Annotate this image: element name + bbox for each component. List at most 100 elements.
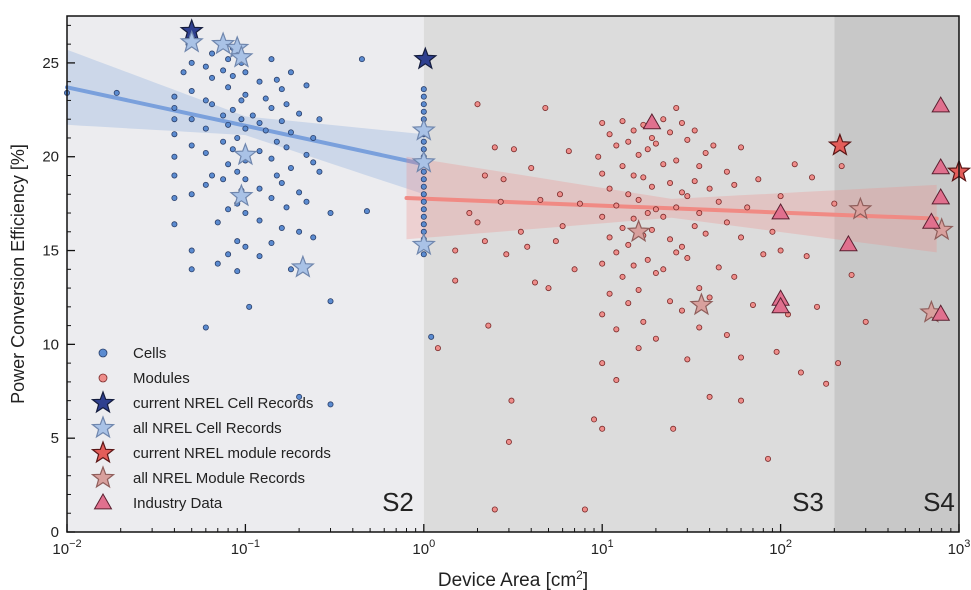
data-point [777,193,784,200]
data-point [98,373,108,383]
data-point [599,260,606,267]
data-point [278,118,285,125]
data-point [225,161,232,168]
data-point [188,191,195,198]
data-point [691,127,698,134]
legend-item: all NREL Module Records [90,465,305,489]
data-point [202,181,209,188]
series-industry-data [642,96,951,321]
data-point [635,151,642,158]
legend-label: Modules [133,370,190,387]
data-point [283,101,290,108]
data-point [648,183,655,190]
data-point [635,345,642,352]
data-point [528,164,535,171]
data-point [667,179,674,186]
data-point [420,206,427,213]
data-point [220,138,227,145]
data-point [202,149,209,156]
data-point [576,200,583,207]
data-point [760,251,767,258]
x-tick-label: 101 [591,538,614,558]
data-point [209,50,216,57]
data-point [491,506,498,513]
plot-frame [66,15,960,533]
data-point [652,335,659,342]
data-point [316,168,323,175]
data-point [452,277,459,284]
data-point [278,86,285,93]
data-point [931,304,951,321]
data-point [673,157,680,164]
y-tick-label: 0 [51,524,59,541]
data-point [660,266,667,273]
data-point [249,112,256,119]
data-point [179,29,204,53]
data-point [667,298,674,305]
data-point [242,125,249,132]
data-point [848,196,873,220]
data-point [625,241,632,248]
data-point [303,198,310,205]
data-point [648,134,655,141]
data-point [310,159,317,166]
axes: 10−2 10−1 100 101 102 103 0 5 10 15 20 25 [42,24,970,558]
data-point [268,240,275,247]
data-point [188,116,195,123]
data-point [599,119,606,126]
data-point [559,223,566,230]
data-point [838,163,845,170]
data-point [702,149,709,156]
data-point [225,56,232,63]
data-point [606,234,613,241]
data-point [485,322,492,329]
data-point [246,303,253,310]
legend-item: Industry Data [93,492,223,512]
data-point [229,44,254,68]
data-point [625,300,632,307]
data-point [171,104,178,111]
y-axis-label: Power Conversion Efficiency [%] [8,144,28,404]
data-point [420,198,427,205]
data-point [225,251,232,258]
data-point [428,333,435,340]
data-point [640,174,647,181]
data-point [831,200,838,207]
data-point [630,215,637,222]
data-point [823,380,830,387]
y-tick-label: 5 [51,430,59,447]
data-point [599,425,606,432]
data-point [327,401,334,408]
data-point [755,176,762,183]
data-point [684,255,691,262]
y-tick-label: 10 [42,336,59,353]
data-point [268,155,275,162]
data-point [93,492,113,510]
data-point [606,185,613,192]
data-point [171,172,178,179]
data-point [931,158,951,175]
data-points [64,18,971,513]
data-point [931,187,951,205]
data-point [188,247,195,254]
regression-fits [65,49,939,253]
data-point [420,93,427,100]
data-point [723,168,730,175]
data-point [171,221,178,228]
data-point [209,74,216,81]
data-point [678,189,685,196]
data-point [702,230,709,237]
legend-item: Modules [98,370,190,387]
data-point [316,116,323,123]
data-point [771,202,790,220]
data-point [214,219,221,226]
y-tick-label: 15 [42,243,59,260]
data-point [273,172,280,179]
data-point [648,226,655,233]
data-point [505,438,512,445]
data-point [238,116,245,123]
data-point [673,204,680,211]
data-point [420,108,427,115]
data-point [684,136,691,143]
